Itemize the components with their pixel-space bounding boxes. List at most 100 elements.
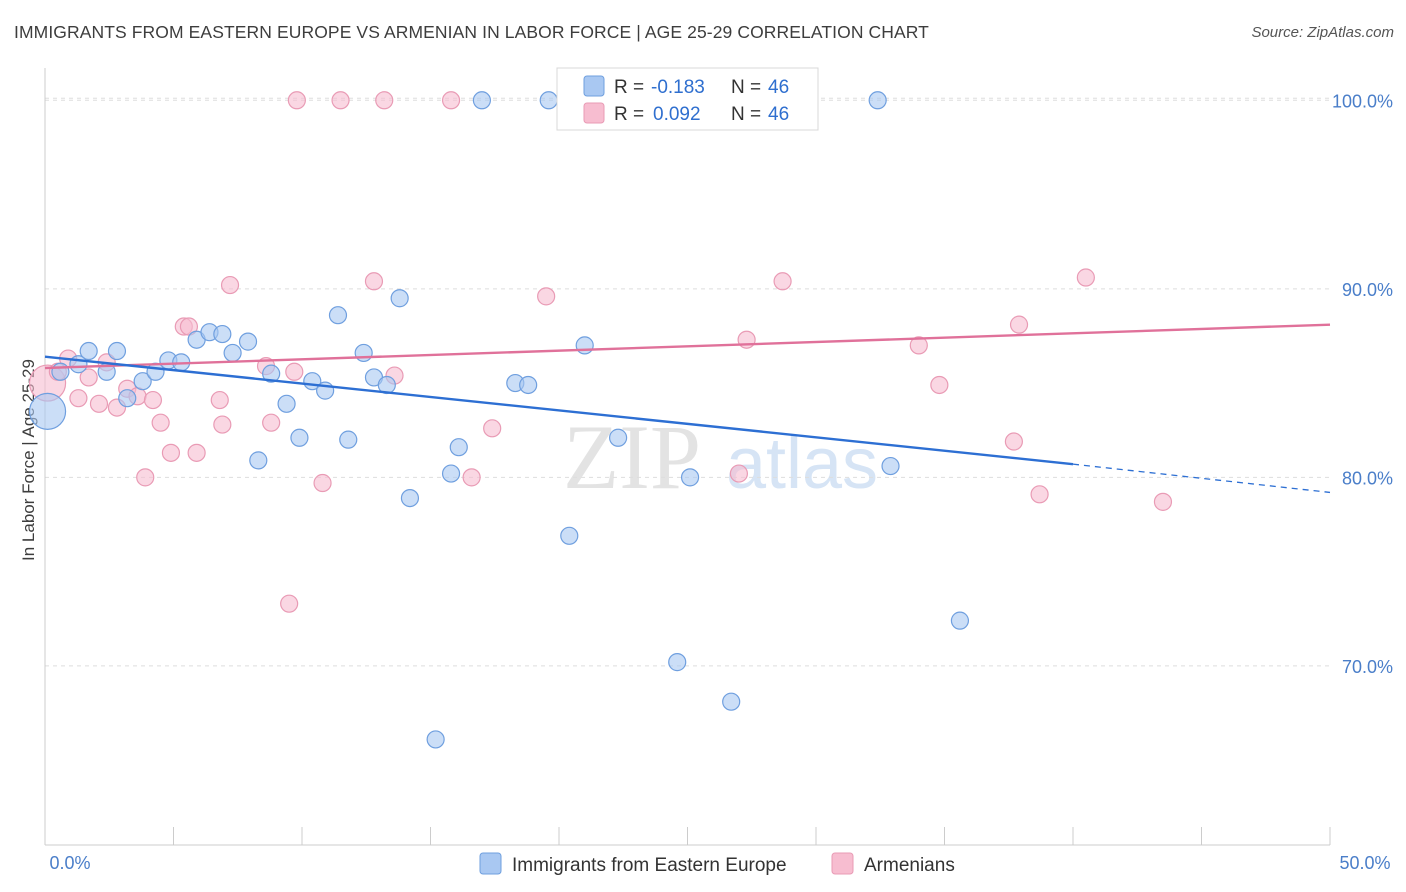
data-point [277,394,296,413]
data-point [290,428,309,447]
data-point [1153,492,1173,511]
bottom-legend-swatch-pink [831,852,854,875]
data-point [609,428,628,447]
data-point [462,468,481,487]
legend-blue-r-value: -0.183 [651,77,705,98]
data-point [519,375,538,395]
data-point [668,653,687,672]
data-point [89,394,109,413]
watermark-atlas: atlas [726,424,878,504]
top-legend: R = -0.183 N = 46 R = 0.092 N = 46 [556,67,819,131]
data-point [223,343,242,363]
data-point [390,289,409,308]
chart-title: IMMIGRANTS FROM EASTERN EUROPE VS ARMENI… [14,22,929,42]
gridlines [45,97,1330,667]
data-point [285,362,304,381]
data-point [930,375,949,395]
trend-lines [44,323,1331,494]
legend-blue-n-label: N = [731,77,761,98]
legend-swatch-blue [583,75,605,97]
data-point [881,456,900,476]
data-point [118,389,137,408]
data-point [151,413,170,432]
data-point [51,362,70,381]
data-point [400,488,420,508]
data-point [1030,485,1049,504]
bottom-legend-swatch-blue [479,852,502,875]
data-point [575,336,594,355]
y-tick-label-70: 70.0% [1342,657,1393,677]
data-point [28,392,67,430]
data-point [868,91,887,110]
data-point [220,275,240,295]
data-point [354,343,373,363]
data-point [339,430,358,449]
data-point [441,91,461,110]
data-point [729,464,749,483]
data-point [69,389,88,408]
data-point [79,341,98,361]
bottom-legend: Immigrants from Eastern Europe Armenians [479,852,955,876]
data-point [909,336,928,355]
data-point [249,451,268,470]
data-point [161,443,181,462]
series-armenians [28,91,1173,613]
y-tick-labels: 70.0% 80.0% 90.0% 100.0% [1332,91,1393,677]
data-point [472,91,491,110]
data-point [79,368,98,387]
data-point [426,730,445,749]
legend-pink-n-value: 46 [768,104,789,125]
data-point [539,91,558,110]
data-point [1004,432,1023,451]
x-tick-label-min: 0.0% [49,853,90,873]
legend-swatch-pink [583,102,605,124]
data-point [280,594,299,613]
data-point [375,91,394,110]
data-point [143,390,163,410]
data-point [331,91,350,110]
legend-pink-r-label: R = [614,104,644,125]
data-point [213,324,232,344]
x-axis-ticks [44,827,1331,845]
data-point [262,413,281,432]
data-point [449,438,468,457]
data-point [136,468,155,487]
trend-line-armenians [44,323,1331,370]
trend-line-eastern-europe-extension [1072,463,1331,494]
data-point [187,443,206,462]
data-point [328,306,348,325]
x-tick-label-max: 50.0% [1339,853,1390,873]
bottom-legend-label-blue: Immigrants from Eastern Europe [512,855,787,876]
data-point [950,611,970,630]
y-tick-label-90: 90.0% [1342,280,1393,300]
bottom-legend-label-pink: Armenians [864,855,955,876]
data-point [537,287,556,306]
data-point [560,526,579,545]
data-point [773,272,792,291]
y-tick-label-80: 80.0% [1342,468,1393,488]
data-point [441,464,461,483]
legend-blue-n-value: 46 [768,77,789,98]
legend-blue-r-label: R = [614,77,644,98]
data-point [483,419,502,438]
series-eastern-europe [28,91,970,749]
trend-line-eastern-europe [44,355,1074,466]
data-point [1076,268,1095,287]
legend-pink-r-value: 0.092 [653,104,701,125]
data-point [1009,315,1029,334]
data-point [364,272,384,291]
source-label: Source: ZipAtlas.com [1251,24,1394,41]
data-point [107,341,127,361]
data-point [287,91,306,110]
data-point [213,415,232,434]
data-point [238,332,258,351]
data-point [680,468,700,487]
y-tick-label-100: 100.0% [1332,91,1393,111]
data-point [210,390,229,410]
data-point [133,372,152,391]
data-point [722,692,741,711]
data-point [313,473,332,493]
legend-pink-n-label: N = [731,104,761,125]
data-point [262,364,281,383]
